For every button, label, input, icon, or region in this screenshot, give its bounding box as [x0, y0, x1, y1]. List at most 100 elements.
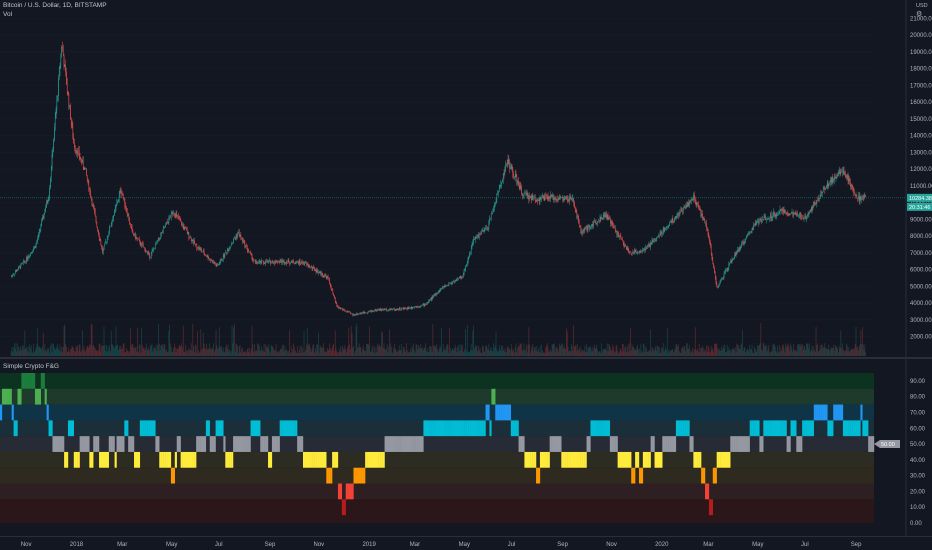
candle-body [733, 258, 734, 260]
fg-bar [104, 451, 108, 468]
fg-bar [93, 436, 96, 452]
candle-body [760, 219, 762, 223]
fg-bar [349, 483, 352, 500]
legend-symbol-title[interactable]: Bitcoin / U.S. Dollar, 1D, BITSTAMP [3, 2, 107, 9]
fg-bar [526, 451, 529, 468]
volume-bar [235, 344, 237, 356]
volume-bar [154, 347, 155, 356]
volume-bar [295, 352, 297, 356]
time-axis[interactable]: Nov 2018 Mar May Jul Sep Nov 2019 Mar May Jul Sep No… [0, 536, 932, 550]
candle-body [467, 257, 469, 263]
volume-bar [636, 347, 638, 356]
candle-body [234, 237, 236, 239]
fg-bar [337, 483, 341, 500]
candle-body [765, 216, 766, 221]
volume-bar [382, 347, 384, 356]
volume-bar [43, 351, 45, 356]
fear-greed-indicator[interactable]: 90.0080.0070.0060.0050.0040.0030.0020.00… [0, 359, 932, 536]
candle-body [30, 252, 31, 257]
volume-bar [127, 350, 129, 356]
volume-bar [346, 352, 347, 356]
candle-body [758, 220, 760, 224]
candle-body [650, 242, 652, 245]
volume-bar [735, 352, 737, 356]
volume-bar [462, 344, 463, 356]
fg-bar [784, 420, 787, 437]
fg-bar [510, 420, 513, 437]
candle-body [242, 237, 243, 242]
candle-body [696, 202, 698, 205]
volume-bar [266, 346, 268, 356]
volume-bar [445, 349, 446, 356]
candle-body [32, 250, 34, 252]
fg-bar [33, 373, 36, 389]
volume-bar [506, 346, 508, 356]
volume-bar [353, 345, 354, 356]
gear-icon[interactable]: ⚙ [916, 11, 923, 18]
volume-bar [774, 344, 775, 356]
volume-bar [496, 349, 498, 356]
volume-bar [548, 352, 550, 356]
fg-bar [590, 420, 593, 437]
volume-bar [411, 346, 413, 356]
candle-body [702, 213, 703, 219]
volume-bar [124, 352, 126, 356]
pane-separator[interactable] [0, 357, 932, 359]
fg-bar [279, 420, 282, 437]
candle-body [81, 159, 82, 163]
candle-body [270, 261, 272, 264]
fg-bar [670, 436, 673, 452]
volume-bar [725, 352, 726, 356]
volume-bar [390, 343, 391, 356]
price-chart[interactable]: 21000.0020000.0019000.0018000.0017000.00… [0, 0, 932, 358]
volume-bar [720, 351, 722, 356]
candle-body [832, 176, 834, 182]
candle-body [670, 222, 671, 223]
indicator-title[interactable]: Simple Crypto F&G [3, 363, 59, 370]
candle-body [121, 192, 122, 194]
volume-bar [186, 350, 187, 356]
candle-body [543, 197, 545, 201]
fg-bar [402, 436, 405, 452]
candle-body [329, 279, 330, 284]
candle-body [782, 208, 783, 211]
fg-bar [549, 436, 552, 452]
fg-bar [126, 420, 129, 437]
fg-bar [761, 436, 764, 452]
candle-body [822, 188, 824, 192]
candle-body [786, 212, 787, 214]
candle-body [770, 213, 772, 218]
volume-bar [362, 345, 364, 356]
volume-bar [755, 352, 757, 356]
volume-bar [684, 346, 686, 356]
candle-body [407, 307, 409, 309]
volume-bar [759, 343, 761, 356]
candle-body [93, 204, 94, 209]
volume-bar [686, 343, 688, 356]
fg-bar [91, 451, 94, 468]
volume-bar [638, 348, 640, 356]
volume-bar [746, 350, 747, 356]
volume-bar [129, 351, 130, 356]
legend-volume-label[interactable]: Vol [3, 11, 13, 18]
volume-bar [758, 345, 759, 356]
volume-bar [149, 350, 150, 356]
candle-body [330, 286, 332, 290]
candle-body [142, 243, 143, 245]
candle-body [122, 194, 124, 198]
fg-bar [656, 451, 659, 468]
volume-bar [361, 352, 362, 356]
volume-bar [46, 349, 48, 356]
fg-bar [780, 420, 783, 437]
candle-body [754, 223, 755, 225]
volume-bar [597, 350, 598, 356]
volume-bar [166, 351, 168, 356]
candle-body [645, 247, 646, 251]
candle-body [258, 262, 259, 264]
volume-bar [554, 343, 555, 356]
fg-bar [29, 373, 32, 389]
volume-bar [377, 343, 378, 356]
volume-bar [194, 352, 195, 356]
candle-body [105, 241, 106, 244]
candle-body [132, 229, 134, 234]
